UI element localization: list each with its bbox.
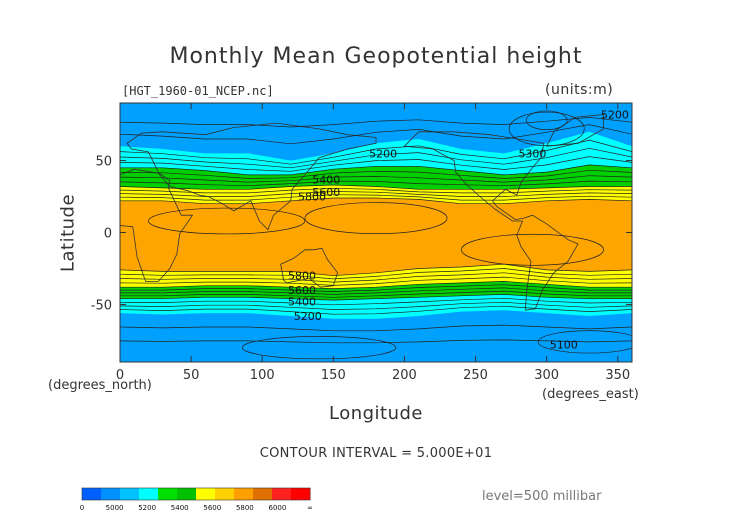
file-label: [HGT_1960-01_NCEP.nc]	[122, 84, 274, 98]
colorbar-label: 5400	[171, 504, 189, 512]
contour-interval: CONTOUR INTERVAL = 5.000E+01	[259, 446, 493, 461]
colorbar-label: 5800	[236, 504, 254, 512]
x-tick-label: 250	[463, 368, 488, 383]
contour-label: 5600	[288, 284, 316, 297]
colorbar-swatch	[272, 488, 292, 500]
y-axis-unit: (degrees_east)	[542, 387, 639, 402]
colorbar-label: 0	[80, 504, 84, 512]
colorbar-frame	[81, 487, 311, 501]
contour-line	[148, 207, 306, 235]
contour-line	[120, 324, 632, 332]
colorbar-swatch	[82, 488, 102, 500]
contour-line	[120, 297, 632, 306]
y-axis-label: Latitude	[57, 193, 79, 273]
contour-line	[120, 124, 632, 145]
contour-line	[241, 336, 397, 360]
contour-label: 5100	[550, 339, 578, 352]
x-tick-label: 0	[116, 368, 124, 383]
colorbar-swatch	[253, 488, 273, 500]
x-tick-label: 50	[183, 368, 200, 383]
contour-line	[120, 276, 632, 286]
contour-line	[120, 272, 632, 283]
colorbar-swatch	[177, 488, 197, 500]
units-label: (units:m)	[545, 82, 614, 98]
contour-line	[460, 233, 604, 266]
coastline	[126, 122, 377, 231]
contour-label: 5200	[369, 147, 397, 160]
x-tick-label: 150	[321, 368, 346, 383]
contour-label: 5200	[294, 310, 322, 323]
band-5800+	[120, 198, 632, 276]
contour-line	[120, 287, 632, 295]
contour-line	[304, 202, 448, 235]
contour-line	[120, 175, 632, 183]
colorbar-swatch	[234, 488, 254, 500]
contour-line	[120, 187, 632, 194]
contour-line	[120, 164, 632, 176]
colorbar-label: 6000	[269, 504, 287, 512]
contour-line	[120, 194, 632, 201]
contour-line	[120, 263, 632, 277]
contour-line	[120, 147, 632, 169]
x-tick-label: 100	[250, 368, 275, 383]
x-axis-unit: (degrees_north)	[48, 378, 152, 393]
x-tick-label: 300	[534, 368, 559, 383]
contour-line	[120, 339, 632, 344]
colorbar-label: 5200	[138, 504, 156, 512]
colorbar-swatch	[120, 488, 140, 500]
coastline	[546, 114, 604, 147]
contour-line	[120, 169, 632, 179]
x-tick-label: 350	[605, 368, 630, 383]
y-tick-label: 50	[95, 155, 112, 170]
contour-line	[120, 294, 632, 301]
colorbar-label: 5000	[106, 504, 124, 512]
y-tick-label: -50	[91, 298, 112, 313]
colorbar-swatch	[139, 488, 159, 500]
contour-label: 5200	[601, 109, 629, 122]
contour-line	[120, 156, 632, 172]
coastline	[403, 131, 579, 311]
contour-label: 5600	[312, 186, 340, 199]
contour-label: 5400	[288, 296, 316, 309]
colorbar-label: 5600	[203, 504, 221, 512]
contour-label: 5800	[288, 270, 316, 283]
y-tick-label: 0	[104, 227, 112, 242]
x-axis-label: Longitude	[328, 403, 424, 424]
chart-title: Monthly Mean Geopotential height	[169, 44, 583, 69]
contour-line	[525, 110, 568, 130]
contour-label: 5300	[518, 147, 546, 160]
contour-label: 5800	[298, 191, 326, 204]
contour-line	[120, 281, 632, 289]
colorbar-swatch	[215, 488, 235, 500]
contour-line	[120, 284, 632, 292]
colorbar-swatch	[101, 488, 121, 500]
contour-line	[120, 139, 632, 165]
contour-line	[120, 197, 632, 205]
colorbar-label: ∞	[307, 504, 313, 512]
contour-line	[508, 111, 585, 147]
colorbar-swatch	[196, 488, 216, 500]
level-label: level=500 millibar	[482, 489, 602, 504]
contour-line	[120, 305, 632, 315]
contour-line	[120, 191, 632, 197]
colorbar-swatch	[158, 488, 178, 500]
contour-line	[120, 180, 632, 187]
contour-line	[120, 184, 632, 190]
contour-label: 5400	[312, 173, 340, 186]
contour-line	[120, 268, 632, 280]
contour-line	[537, 330, 632, 354]
contour-line	[120, 117, 632, 128]
x-tick-label: 200	[392, 368, 417, 383]
contour-line	[120, 301, 632, 310]
contour-line	[120, 290, 632, 298]
coastline	[120, 168, 194, 282]
colorbar-swatch	[291, 488, 311, 500]
